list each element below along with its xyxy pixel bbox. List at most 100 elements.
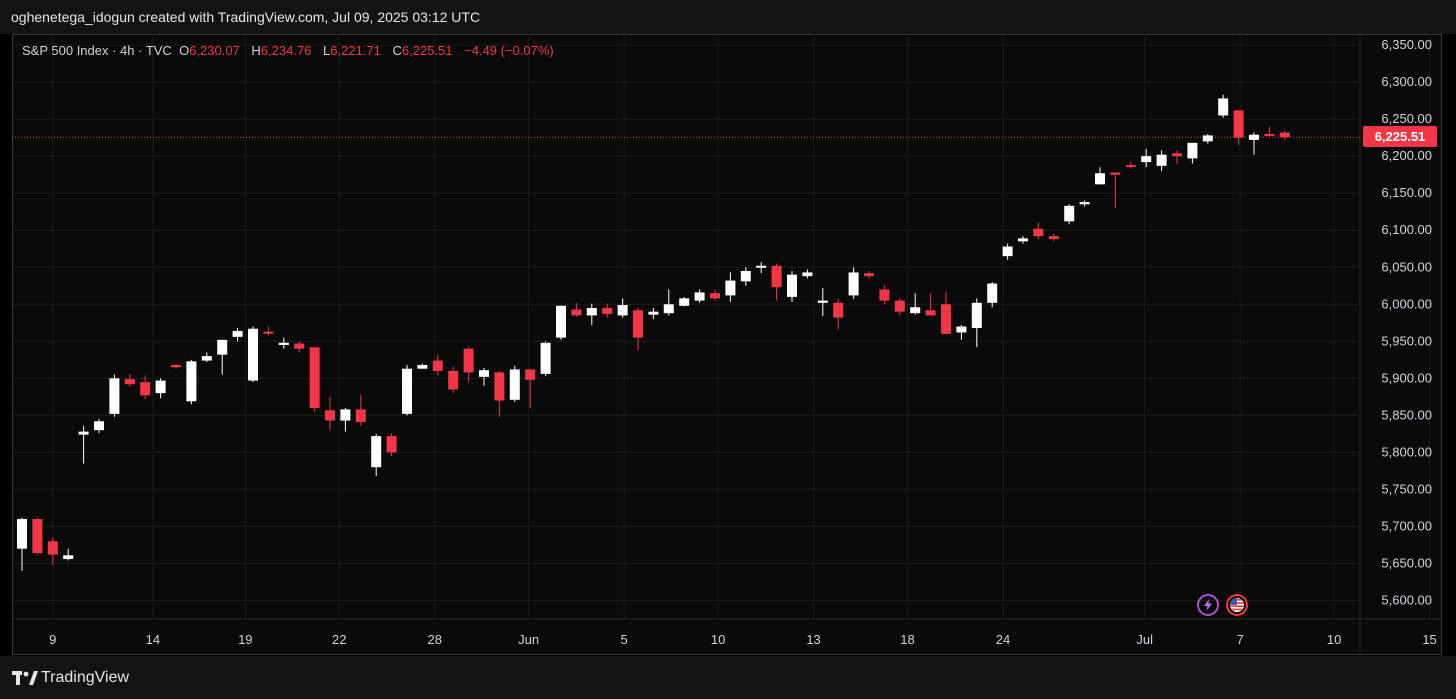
candle-body bbox=[833, 302, 844, 318]
candle-body bbox=[1033, 228, 1044, 237]
candle bbox=[109, 374, 120, 417]
candle bbox=[817, 287, 828, 317]
legend-open-value: 6,230.07 bbox=[189, 43, 240, 58]
candle-body bbox=[525, 369, 536, 380]
x-tick-label: Jun bbox=[518, 632, 539, 647]
candle bbox=[694, 289, 705, 303]
candle-body bbox=[1233, 110, 1244, 138]
x-tick-label: 9 bbox=[49, 632, 56, 647]
legend-low-value: 6,221.71 bbox=[330, 43, 381, 58]
y-tick-label: 6,000.00 bbox=[1381, 296, 1432, 311]
candle bbox=[1110, 172, 1121, 209]
header-text: oghenetega_idogun created with TradingVi… bbox=[11, 9, 481, 25]
candle-body bbox=[987, 283, 998, 303]
x-tick-label: 14 bbox=[146, 632, 160, 647]
candle bbox=[771, 263, 782, 301]
x-axis-ticks: 9 14 19 22 28 Jun 5 10 13 18 24 Jul 7 10 15 bbox=[49, 632, 1437, 647]
candle bbox=[232, 327, 243, 342]
candle bbox=[756, 262, 767, 274]
x-tick-label: 7 bbox=[1237, 632, 1244, 647]
candle-body bbox=[586, 307, 597, 316]
candle bbox=[602, 303, 613, 318]
candle bbox=[586, 303, 597, 326]
candle-body bbox=[186, 361, 197, 402]
legend-low-label: L bbox=[323, 43, 331, 58]
us-flag-icon[interactable] bbox=[1226, 594, 1248, 616]
y-tick-label: 6,300.00 bbox=[1381, 74, 1432, 89]
candle-body bbox=[894, 300, 905, 312]
legend-change: −4.49 (−0.07%) bbox=[464, 43, 554, 58]
y-tick-label: 6,200.00 bbox=[1381, 148, 1432, 163]
y-tick-label: 6,050.00 bbox=[1381, 259, 1432, 274]
candle-body bbox=[802, 272, 813, 277]
bolt-icon[interactable] bbox=[1197, 594, 1219, 616]
candle bbox=[1018, 236, 1028, 244]
candle-body bbox=[32, 519, 43, 554]
candle bbox=[140, 375, 151, 400]
candle-body bbox=[463, 348, 474, 373]
candle-body bbox=[494, 372, 505, 401]
candle-body bbox=[140, 382, 151, 396]
candle bbox=[509, 365, 520, 403]
candle bbox=[217, 339, 228, 375]
candle bbox=[1064, 204, 1075, 225]
candle-body bbox=[294, 343, 305, 349]
candle bbox=[17, 517, 27, 571]
candle-body bbox=[47, 541, 58, 555]
candle-body bbox=[371, 436, 382, 468]
candle-body bbox=[1279, 132, 1290, 138]
candle bbox=[448, 366, 459, 394]
candle-body bbox=[540, 342, 551, 374]
candle-body bbox=[217, 339, 228, 355]
candle bbox=[971, 298, 982, 348]
x-tick-label: 13 bbox=[806, 632, 820, 647]
candle-body bbox=[1095, 173, 1105, 185]
candle bbox=[1079, 200, 1090, 207]
candle-body bbox=[1002, 246, 1013, 257]
candle-body bbox=[448, 370, 459, 390]
legend-high-value: 6,234.76 bbox=[260, 43, 312, 58]
candle-body bbox=[1218, 98, 1229, 116]
candle-body bbox=[201, 356, 212, 361]
candle-body bbox=[817, 300, 828, 303]
candle-body bbox=[17, 519, 27, 549]
candle bbox=[1141, 148, 1152, 168]
candle bbox=[479, 367, 489, 386]
candle bbox=[201, 352, 212, 363]
candle-body bbox=[325, 410, 335, 421]
candle-body bbox=[756, 265, 767, 268]
candle bbox=[1249, 132, 1259, 155]
candle bbox=[633, 307, 643, 351]
candle bbox=[186, 359, 197, 405]
candle-body bbox=[155, 380, 166, 394]
candle-body bbox=[1249, 134, 1259, 140]
candlestick-chart[interactable]: 5,600.00 5,650.00 5,700.00 5,750.00 5,800.00… bbox=[12, 34, 1442, 655]
candle bbox=[417, 363, 428, 369]
candle bbox=[278, 337, 289, 349]
candle-body bbox=[679, 298, 690, 306]
candle bbox=[740, 267, 751, 286]
candle-body bbox=[1125, 165, 1136, 168]
candle-body bbox=[263, 331, 274, 334]
candle bbox=[1033, 222, 1044, 240]
candle-body bbox=[879, 289, 890, 301]
x-tick-label: 15 bbox=[1422, 632, 1436, 647]
candle-body bbox=[94, 421, 104, 431]
candle bbox=[355, 394, 366, 426]
legend-open-label: O bbox=[179, 43, 190, 58]
candle bbox=[663, 289, 674, 316]
candle bbox=[1156, 150, 1167, 171]
candle-body bbox=[556, 305, 566, 338]
tradingview-brand: TradingView bbox=[41, 668, 130, 686]
candle bbox=[1264, 126, 1275, 138]
y-tick-label: 5,650.00 bbox=[1381, 555, 1432, 570]
y-tick-label: 6,100.00 bbox=[1381, 222, 1432, 237]
candle-body bbox=[771, 265, 782, 288]
candle bbox=[432, 354, 443, 376]
candle-body bbox=[971, 302, 982, 328]
candle bbox=[494, 370, 505, 417]
candle-body bbox=[864, 273, 874, 277]
candle-body bbox=[1064, 205, 1075, 222]
legend-symbol: S&P 500 Index · 4h · TVC bbox=[22, 43, 172, 58]
candle bbox=[1233, 110, 1244, 146]
